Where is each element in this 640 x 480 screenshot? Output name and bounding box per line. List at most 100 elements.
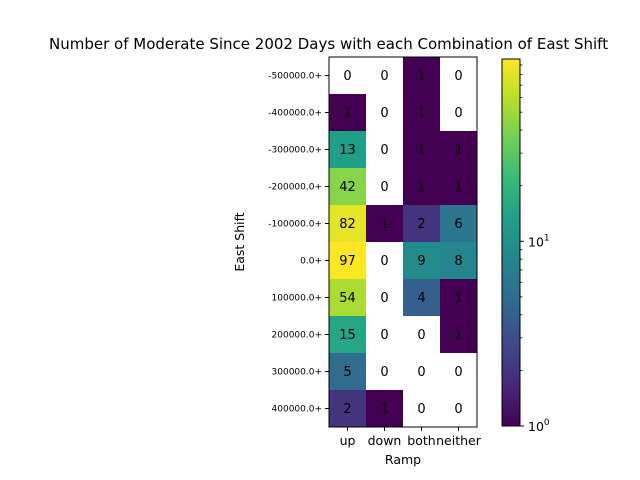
heatmap-cell <box>440 57 477 94</box>
heatmap-cell <box>329 57 366 94</box>
heatmap-cell <box>440 168 477 205</box>
heatmap-cell <box>440 242 477 279</box>
heatmap-cell <box>403 57 440 94</box>
cell-value-label: 0 <box>417 402 425 417</box>
heatmap-cell <box>329 390 366 427</box>
heatmap-cell <box>329 353 366 390</box>
cell-value-label: 1 <box>454 180 462 195</box>
cell-value-label: 2 <box>343 402 351 417</box>
heatmap-cell <box>366 242 403 279</box>
cell-value-label: 0 <box>380 291 388 306</box>
colorbar-tick-label: 100 <box>528 418 550 434</box>
cell-value-label: 0 <box>454 69 462 84</box>
heatmap-cell <box>403 131 440 168</box>
y-tick-label: -100000.0+ <box>268 220 322 230</box>
cell-value-label: 0 <box>380 328 388 343</box>
heatmap-cell <box>403 390 440 427</box>
heatmap-cell <box>403 205 440 242</box>
heatmap-cell <box>440 131 477 168</box>
cell-value-label: 1 <box>454 291 462 306</box>
cell-value-label: 82 <box>339 217 356 232</box>
y-tick-label: 300000.0+ <box>272 368 322 378</box>
heatmap-cell <box>440 390 477 427</box>
heatmap-cell <box>403 94 440 131</box>
cell-value-label: 5 <box>343 365 351 380</box>
cell-value-label: 1 <box>417 143 425 158</box>
y-tick-label: 0.0+ <box>300 257 322 267</box>
cell-value-label: 54 <box>339 291 356 306</box>
cell-value-label: 0 <box>417 328 425 343</box>
heatmap-cell <box>329 316 366 353</box>
cell-value-label: 0 <box>380 69 388 84</box>
cell-value-label: 8 <box>454 254 462 269</box>
heatmap-cell <box>403 242 440 279</box>
cell-value-label: 6 <box>454 217 462 232</box>
cell-value-label: 0 <box>380 365 388 380</box>
x-tick-label: up <box>340 433 356 448</box>
cell-value-label: 0 <box>454 365 462 380</box>
heatmap-cell <box>366 205 403 242</box>
y-tick-label: 200000.0+ <box>272 331 322 341</box>
cell-value-label: 1 <box>417 180 425 195</box>
cell-value-label: 15 <box>339 328 356 343</box>
cell-value-label: 1 <box>343 106 351 121</box>
heatmap-cell <box>440 205 477 242</box>
heatmap-cell <box>329 168 366 205</box>
y-axis-ticks: -500000.0+ -400000.0+ -300000.0+ -200000.0+… <box>268 72 329 415</box>
y-tick-label: -400000.0+ <box>268 109 322 119</box>
heatmap-cell <box>329 94 366 131</box>
x-tick-label: both <box>407 433 435 448</box>
heatmap-cell <box>366 279 403 316</box>
y-tick-label: -500000.0+ <box>268 72 322 82</box>
heatmap-cell <box>440 279 477 316</box>
colorbar-gradient <box>501 58 521 427</box>
cell-value-label: 4 <box>417 291 425 306</box>
heatmap-cell <box>329 279 366 316</box>
heatmap-cell <box>366 57 403 94</box>
cell-value-label: 97 <box>339 254 356 269</box>
cell-value-label: 1 <box>380 217 388 232</box>
y-tick-label: -200000.0+ <box>268 183 322 193</box>
heatmap-cell <box>366 94 403 131</box>
heatmap-cell <box>403 316 440 353</box>
x-tick-label: neither <box>436 433 482 448</box>
heatmap-cell <box>329 242 366 279</box>
heatmap-cell <box>440 353 477 390</box>
cell-value-label: 0 <box>454 402 462 417</box>
x-axis-label: Ramp <box>385 452 421 467</box>
cell-value-label: 1 <box>454 143 462 158</box>
cell-value-label: 2 <box>417 217 425 232</box>
cell-value-label: 0 <box>343 69 351 84</box>
cell-value-label: 1 <box>380 402 388 417</box>
heatmap-cell <box>366 316 403 353</box>
plot-frame <box>328 56 478 428</box>
heatmap-cell <box>440 316 477 353</box>
x-axis-ticks: up down both neither <box>340 427 482 448</box>
y-axis-label: East Shift <box>232 212 247 271</box>
y-tick-label: 400000.0+ <box>272 405 322 415</box>
heatmap-cell <box>403 168 440 205</box>
heatmap-cell <box>329 205 366 242</box>
cell-value-label: 9 <box>417 254 425 269</box>
heatmap-cell <box>403 279 440 316</box>
heatmap-cells <box>329 57 477 427</box>
y-tick-label: -300000.0+ <box>268 146 322 156</box>
cell-value-label: 0 <box>380 180 388 195</box>
heatmap-cell <box>366 131 403 168</box>
colorbar: 100 101 <box>501 58 550 434</box>
heatmap-cell <box>366 390 403 427</box>
cell-value-labels: 0 0 1 01 0 1 013 0 1 142 0 1 182 1 2 697 0 9 854 0 4 115 0 0 15 0… <box>339 69 462 417</box>
cell-value-label: 13 <box>339 143 356 158</box>
cell-value-label: 0 <box>380 143 388 158</box>
y-tick-label: 100000.0+ <box>272 294 322 304</box>
cell-value-label: 1 <box>417 106 425 121</box>
heatmap-cell <box>366 168 403 205</box>
chart-title: Number of Moderate Since 2002 Days with … <box>49 35 608 53</box>
x-tick-label: down <box>368 433 402 448</box>
heatmap-cell <box>329 131 366 168</box>
cell-value-label: 0 <box>380 106 388 121</box>
cell-value-label: 0 <box>454 106 462 121</box>
cell-value-label: 0 <box>417 365 425 380</box>
cell-value-label: 1 <box>417 69 425 84</box>
cell-value-label: 0 <box>380 254 388 269</box>
